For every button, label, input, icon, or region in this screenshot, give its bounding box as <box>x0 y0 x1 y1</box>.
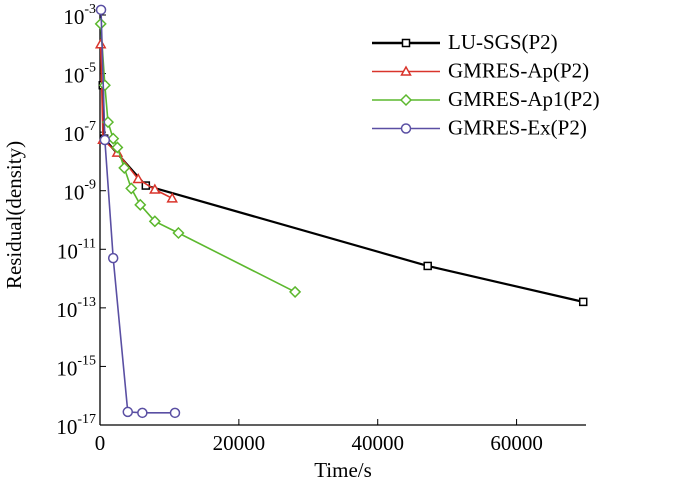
y-tick-label: 10-5 <box>63 61 96 88</box>
marker <box>134 198 147 211</box>
y-tick-label: 10-7 <box>63 119 96 146</box>
marker <box>423 261 432 271</box>
legend-label: LU-SGS(P2) <box>448 30 558 54</box>
marker <box>148 215 161 228</box>
marker <box>401 38 411 48</box>
y-tick-label: 10-9 <box>63 178 96 205</box>
series-line <box>99 23 296 293</box>
marker <box>149 183 161 194</box>
x-tick-label: 60000 <box>490 431 543 455</box>
marker <box>172 226 185 240</box>
marker <box>99 134 111 146</box>
y-tick-label: 10-13 <box>56 295 96 322</box>
marker <box>107 252 119 264</box>
marker <box>95 4 107 16</box>
marker <box>122 406 134 418</box>
marker <box>399 93 413 107</box>
marker <box>132 173 144 184</box>
marker <box>400 65 412 76</box>
marker <box>107 132 120 145</box>
marker <box>94 38 107 49</box>
marker <box>166 192 178 203</box>
marker <box>125 182 138 195</box>
y-tick-label: 10-15 <box>56 354 96 381</box>
marker <box>111 141 124 154</box>
marker <box>400 123 412 134</box>
marker <box>98 79 111 92</box>
x-tick-label: 20000 <box>213 431 266 455</box>
x-tick-label: 0 <box>95 431 106 455</box>
marker <box>578 297 588 307</box>
marker <box>169 407 181 419</box>
marker <box>137 407 148 419</box>
marker <box>118 161 131 174</box>
marker <box>289 285 302 298</box>
y-tick-label: 10-11 <box>57 237 96 264</box>
legend-label: GMRES-Ap1(P2) <box>448 87 600 111</box>
x-axis-title: Time/s <box>314 458 372 482</box>
y-tick-label: 10-17 <box>56 412 96 439</box>
y-axis-title: Residual(density) <box>2 141 26 289</box>
x-tick-label: 40000 <box>351 431 404 455</box>
series-line <box>100 9 175 414</box>
y-tick-label: 10-3 <box>63 2 96 29</box>
legend-label: GMRES-Ap(P2) <box>448 58 589 82</box>
legend-label: GMRES-Ex(P2) <box>448 115 587 139</box>
